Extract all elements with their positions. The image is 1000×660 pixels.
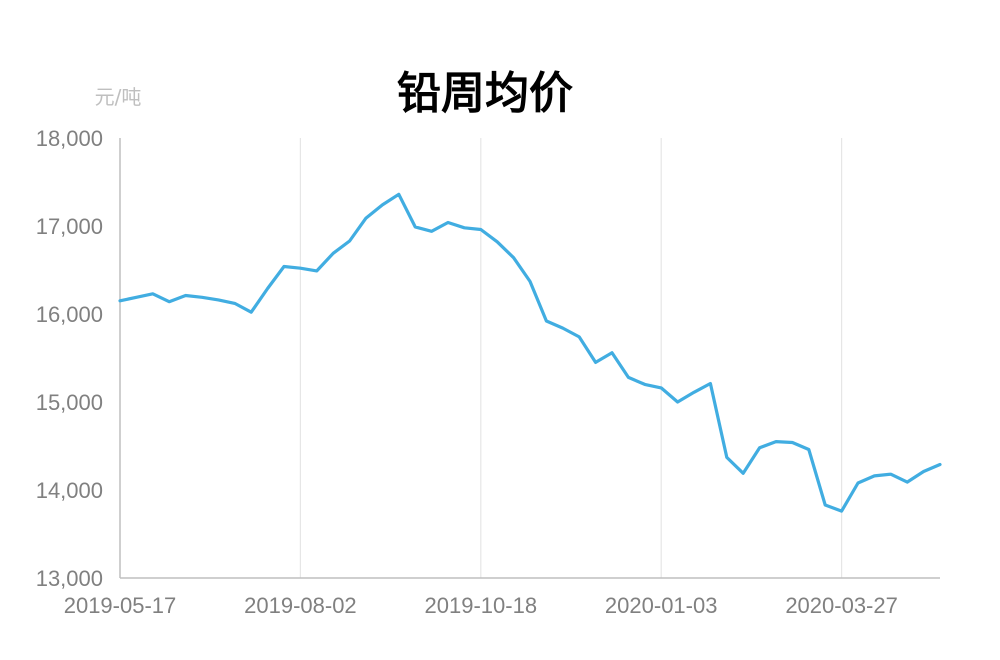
y-tick-label: 15,000: [36, 390, 103, 415]
y-tick-label: 14,000: [36, 478, 103, 503]
x-tick-label: 2019-10-18: [425, 593, 538, 618]
chart-title: 铅周均价: [397, 68, 573, 119]
gridlines: [299, 138, 843, 578]
series-layer: [118, 192, 942, 513]
y-unit-label: 元/吨: [95, 85, 142, 109]
x-tick-label: 2019-08-02: [244, 593, 357, 618]
x-tick-labels: 2019-05-17 2019-08-02 2019-10-18 2020-01-03…: [64, 593, 898, 618]
series-line: [118, 192, 942, 513]
axes: [119, 138, 940, 579]
y-tick-labels: 13,000 14,000 15,000 16,000 17,000 18,000: [36, 126, 103, 591]
x-tick-label: 2019-05-17: [64, 593, 177, 618]
x-tick-label: 2020-03-27: [785, 593, 898, 618]
y-tick-label: 18,000: [36, 126, 103, 151]
y-tick-label: 13,000: [36, 566, 103, 591]
x-tick-label: 2020-01-03: [605, 593, 718, 618]
y-tick-label: 16,000: [36, 302, 103, 327]
y-tick-label: 17,000: [36, 214, 103, 239]
